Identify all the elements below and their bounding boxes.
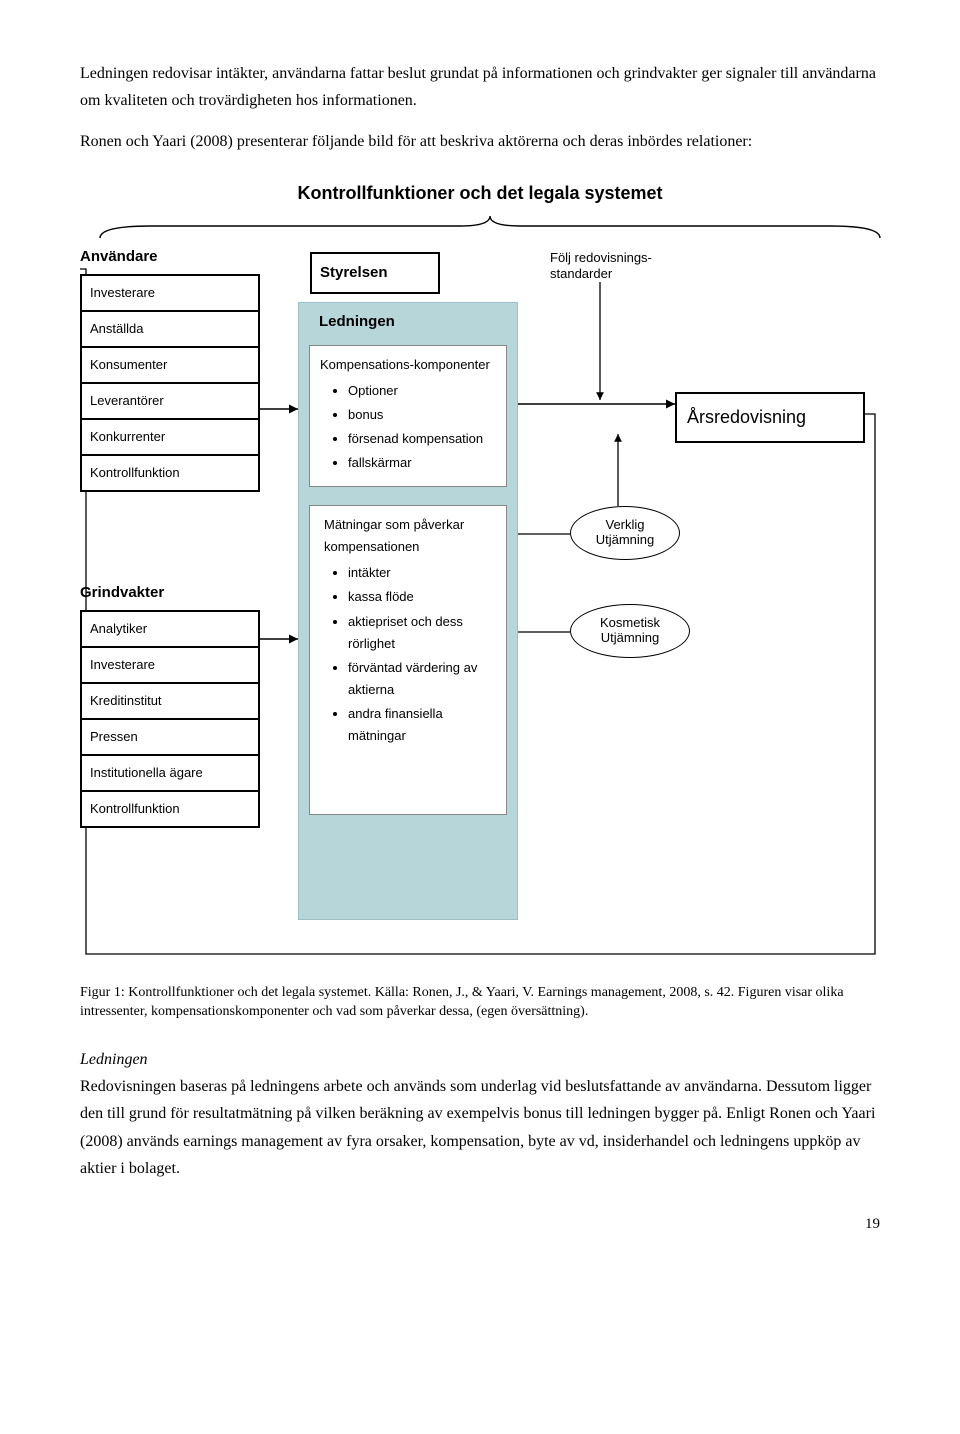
section-heading: Ledningen: [80, 1046, 880, 1073]
intro-paragraph-2: Ronen och Yaari (2008) presenterar följa…: [80, 128, 880, 155]
arsredovisning-box: Årsredovisning: [675, 392, 865, 443]
kosmetisk-oval: Kosmetisk Utjämning: [570, 604, 690, 658]
anvandare-heading: Användare: [80, 244, 260, 270]
matningar-box: Mätningar som påverkar kompensationen in…: [309, 505, 507, 815]
list-item: Pressen: [82, 720, 258, 756]
folj-text: Följ redovisnings- standarder: [550, 250, 652, 281]
diagram-brace: [90, 214, 870, 242]
styrelsen-box: Styrelsen: [310, 252, 440, 294]
list-item: Kontrollfunktion: [82, 792, 258, 826]
intro-paragraph-1: Ledningen redovisar intäkter, användarna…: [80, 60, 880, 114]
anvandare-stack: Investerare Anställda Konsumenter Levera…: [80, 274, 260, 493]
list-item: andra finansiella mätningar: [348, 703, 496, 747]
diagram-title: Kontrollfunktioner och det legala system…: [80, 178, 880, 209]
grindvakter-heading: Grindvakter: [80, 580, 260, 606]
list-item: försenad kompensation: [348, 428, 496, 450]
list-item: Kontrollfunktion: [82, 456, 258, 490]
ledningen-title: Ledningen: [299, 303, 517, 339]
list-item: Anställda: [82, 312, 258, 348]
diagram: Användare Investerare Anställda Konsumen…: [80, 244, 880, 964]
verklig-oval: Verklig Utjämning: [570, 506, 680, 560]
list-item: Konkurrenter: [82, 420, 258, 456]
list-item: Konsumenter: [82, 348, 258, 384]
matningar-head: Mätningar som påverkar kompensationen: [320, 514, 496, 558]
list-item: Institutionella ägare: [82, 756, 258, 792]
list-item: Investerare: [82, 276, 258, 312]
list-item: Kreditinstitut: [82, 684, 258, 720]
page-number: 19: [80, 1212, 880, 1238]
list-item: aktiepriset och dess rörlighet: [348, 611, 496, 655]
list-item: förväntad värdering av aktierna: [348, 657, 496, 701]
list-item: fallskärmar: [348, 452, 496, 474]
ledningen-area: Ledningen Kompensations-komponenter Opti…: [298, 302, 518, 920]
figure-caption: Figur 1: Kontrollfunktioner och det lega…: [80, 984, 880, 1022]
list-item: Investerare: [82, 648, 258, 684]
list-item: kassa flöde: [348, 586, 496, 608]
grindvakter-stack: Analytiker Investerare Kreditinstitut Pr…: [80, 610, 260, 829]
list-item: Analytiker: [82, 612, 258, 648]
section-body: Redovisningen baseras på ledningens arbe…: [80, 1073, 880, 1182]
list-item: Optioner: [348, 380, 496, 402]
list-item: intäkter: [348, 562, 496, 584]
list-item: bonus: [348, 404, 496, 426]
kompensations-head: Kompensations-komponenter: [320, 354, 496, 376]
list-item: Leverantörer: [82, 384, 258, 420]
kompensations-box: Kompensations-komponenter Optioner bonus…: [309, 345, 507, 487]
